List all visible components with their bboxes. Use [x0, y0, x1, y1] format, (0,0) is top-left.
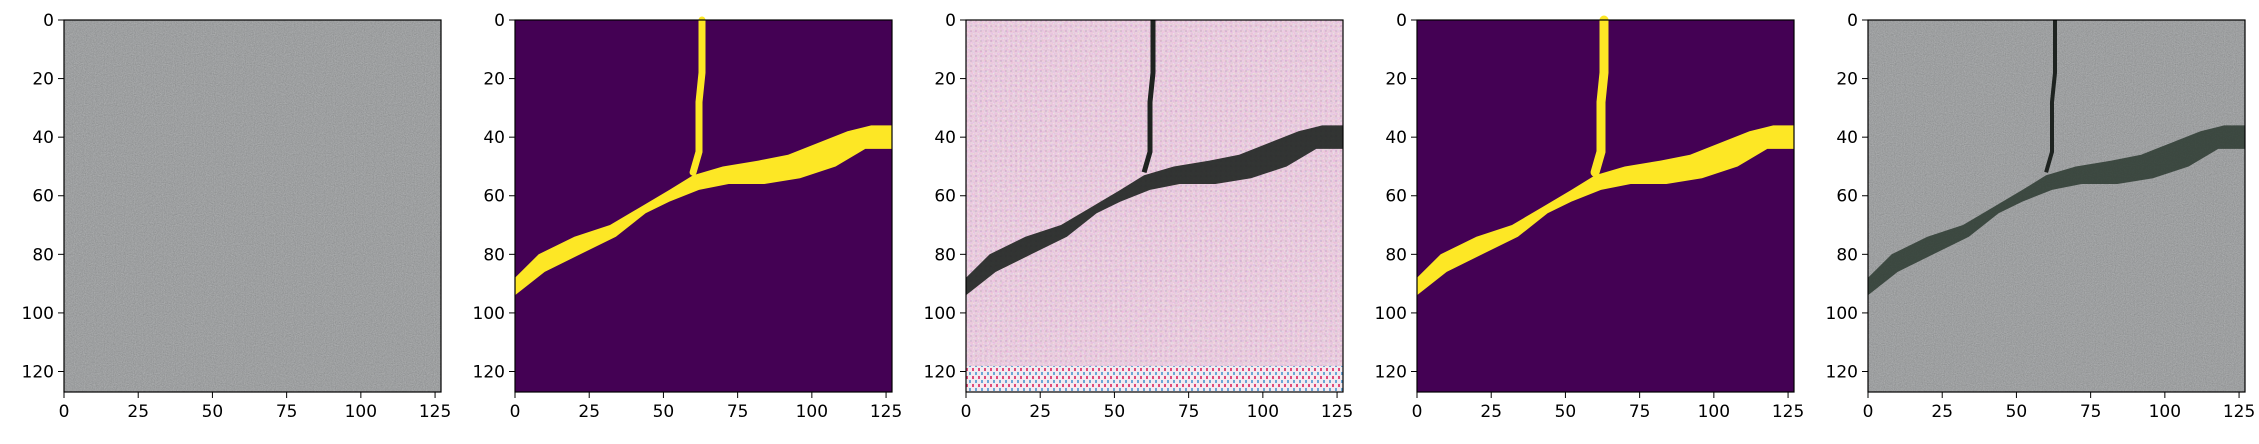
y-tick-label: 20: [1836, 70, 1858, 90]
y-tick-label: 20: [483, 70, 505, 90]
y-tick-label: 40: [483, 128, 505, 148]
panel-input-concrete: 0 25 50 75 100 125 0 20 40 60 80 100 120: [22, 11, 452, 422]
x-tick-label: 25: [578, 402, 600, 422]
concrete-texture: [64, 20, 441, 392]
x-tick-label: 100: [1698, 402, 1730, 422]
panel-ground-truth-mask: 0 25 50 75 100 125 0 20 40 60 80 100 120: [473, 11, 903, 422]
y-tick-label: 0: [1847, 11, 1858, 31]
panel-predicted-mask: 0 25 50 75 100 125 0 20 40 60 80 100 120: [1375, 11, 1805, 422]
x-tick-label: 75: [276, 402, 298, 422]
y-tick-label: 60: [1836, 187, 1858, 207]
y-tick-label: 60: [483, 187, 505, 207]
x-tick-label: 0: [59, 402, 70, 422]
y-tick-label: 80: [32, 245, 54, 265]
x-tick-label: 75: [1629, 402, 1651, 422]
composite-crack-region: [1868, 125, 2245, 296]
x-tick-label: 100: [1247, 402, 1279, 422]
y-tick-label: 120: [473, 362, 505, 382]
crack-mask-region: [515, 125, 892, 296]
x-tick-label: 50: [1104, 402, 1126, 422]
axes-frame: [63, 19, 442, 393]
axes-frame: [1867, 19, 2246, 393]
crack-mask-branch: [689, 16, 706, 176]
x-tick-label: 25: [127, 402, 149, 422]
y-tick-label: 40: [32, 128, 54, 148]
x-tick-label: 75: [1178, 402, 1200, 422]
y-tick-label: 0: [43, 11, 54, 31]
y-tick-label: 100: [22, 304, 54, 324]
x-tick-label: 125: [870, 402, 902, 422]
composite-texture: [1868, 20, 2245, 392]
composite-crack-branch: [2044, 20, 2057, 173]
crack-mask-region: [1417, 125, 1794, 296]
y-tick-label: 100: [1826, 304, 1858, 324]
axes-frame: [1416, 19, 1795, 393]
x-tick-label: 125: [1772, 402, 1804, 422]
x-tick-label: 25: [1931, 402, 1953, 422]
y-tick-label: 80: [934, 245, 956, 265]
x-tick-label: 125: [1321, 402, 1353, 422]
y-tick-label: 80: [1385, 245, 1407, 265]
y-tick-label: 40: [1836, 128, 1858, 148]
y-tick-label: 100: [1375, 304, 1407, 324]
x-tick-label: 50: [653, 402, 675, 422]
generated-crack-branch: [1141, 20, 1156, 173]
y-tick-label: 120: [22, 362, 54, 382]
y-tick-label: 0: [1396, 11, 1407, 31]
y-tick-label: 0: [945, 11, 956, 31]
x-tick-label: 0: [961, 402, 972, 422]
panel-composited-result: 0 25 50 75 100 125 0 20 40 60 80 100 120: [1826, 11, 2256, 422]
generated-artifact-band: [966, 365, 1343, 392]
x-tick-label: 100: [796, 402, 828, 422]
x-tick-label: 25: [1480, 402, 1502, 422]
panel-generated-crack: 0 25 50 75 100 125 0 20 40 60 80 100 120: [924, 11, 1354, 422]
x-tick-label: 75: [727, 402, 749, 422]
crack-mask-branch: [1590, 15, 1609, 177]
y-tick-label: 60: [1385, 187, 1407, 207]
x-tick-label: 50: [202, 402, 224, 422]
y-tick-label: 120: [1826, 362, 1858, 382]
y-tick-label: 100: [924, 304, 956, 324]
x-tick-label: 50: [2006, 402, 2028, 422]
y-tick-label: 80: [1836, 245, 1858, 265]
x-tick-label: 125: [2223, 402, 2255, 422]
x-tick-label: 100: [2149, 402, 2181, 422]
axes-frame: [514, 19, 893, 393]
generated-crack-region: [966, 125, 1343, 296]
x-tick-label: 0: [510, 402, 521, 422]
x-tick-label: 75: [2080, 402, 2102, 422]
x-tick-label: 100: [345, 402, 377, 422]
x-tick-label: 0: [1863, 402, 1874, 422]
y-tick-label: 120: [1375, 362, 1407, 382]
x-tick-label: 25: [1029, 402, 1051, 422]
y-tick-label: 60: [934, 187, 956, 207]
y-tick-label: 120: [924, 362, 956, 382]
y-tick-label: 0: [494, 11, 505, 31]
y-tick-label: 20: [934, 70, 956, 90]
y-tick-label: 40: [1385, 128, 1407, 148]
y-tick-label: 20: [1385, 70, 1407, 90]
x-tick-label: 0: [1412, 402, 1423, 422]
x-tick-label: 50: [1555, 402, 1577, 422]
axes-frame: [965, 19, 1344, 393]
y-tick-label: 100: [473, 304, 505, 324]
y-tick-label: 60: [32, 187, 54, 207]
y-tick-label: 20: [32, 70, 54, 90]
x-tick-label: 125: [419, 402, 451, 422]
y-tick-label: 80: [483, 245, 505, 265]
y-tick-label: 40: [934, 128, 956, 148]
